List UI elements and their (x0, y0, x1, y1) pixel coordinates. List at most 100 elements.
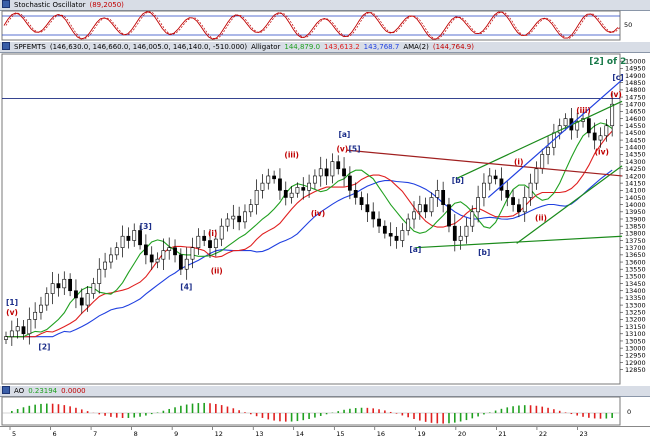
candle-body (74, 290, 78, 299)
candle-body (586, 118, 591, 134)
alligator-jaw-value: 144,879.0 (284, 43, 321, 51)
x-tick-label: 12 (215, 430, 223, 438)
candle-body (149, 254, 154, 263)
candle-body (406, 218, 411, 231)
y-tick-label: 14100 (625, 187, 646, 195)
x-tick-label: 7 (93, 430, 97, 438)
candle-body (534, 168, 539, 184)
wave-label: [2] (38, 343, 50, 352)
candle-body (546, 146, 550, 155)
wave-label: [4] (180, 282, 192, 291)
y-tick-label: 14700 (625, 101, 646, 109)
candle-body (330, 161, 335, 177)
price-pane: SPFEMTS (146,630.0, 146,660.0, 146,005.0,… (0, 42, 650, 386)
candle-body (109, 254, 113, 263)
y-tick-label: 14650 (625, 108, 646, 116)
wave-label: (v) (6, 308, 18, 317)
price-title-bar: SPFEMTS (146,630.0, 146,660.0, 146,005.0,… (0, 42, 650, 53)
candle-body (365, 204, 370, 213)
wave-label: (i) (514, 157, 523, 166)
indicator-icon (2, 0, 10, 8)
stochastic-title: Stochastic Oscillator (14, 1, 86, 9)
candle-body (266, 175, 271, 184)
wave-label: [a] (409, 245, 421, 254)
y-tick-label: 14800 (625, 86, 646, 94)
wave-label: (i) (208, 229, 217, 238)
candle-body (563, 118, 568, 127)
wave-label: [3] (140, 222, 152, 231)
stochastic-plot (1, 10, 621, 41)
candle-body (161, 250, 166, 260)
candle-body (313, 175, 317, 184)
ama-value: (144,764.9) (432, 43, 474, 51)
x-axis-labels: 5 6 7 8 9 12 13 14 15 16 19 20 21 22 23 (9, 427, 588, 438)
candle-body (610, 103, 615, 127)
x-tick-label: 9 (174, 430, 178, 438)
candle-body (377, 218, 381, 227)
candle-body (598, 135, 603, 141)
indicator-icon (2, 386, 10, 394)
y-tick-label: 12900 (625, 359, 646, 367)
x-tick-label: 23 (579, 430, 587, 438)
candle-body (114, 247, 119, 256)
candle-body (289, 192, 294, 198)
candle-body (441, 190, 446, 205)
wave-label: [a] (338, 130, 350, 139)
candle-body (604, 125, 609, 137)
y-tick-label: 14350 (625, 151, 646, 159)
x-tick-label: 14 (296, 430, 304, 438)
candle-body (470, 211, 475, 227)
candle-body (126, 235, 131, 241)
candle-body (155, 258, 160, 263)
candle-body (219, 225, 224, 240)
alligator-lips-line (6, 122, 613, 338)
candle-body (382, 225, 387, 234)
candle-body (4, 336, 8, 340)
candle-body (336, 161, 341, 170)
chart-icon (2, 42, 10, 50)
y-tick-label: 14950 (625, 65, 646, 73)
y-tick-label: 14550 (625, 122, 646, 130)
candle-body (359, 197, 364, 205)
candle-body (79, 297, 84, 306)
y-tick-label: 13350 (625, 294, 646, 302)
candle-body (196, 235, 201, 248)
y-tick-label: 13100 (625, 330, 646, 338)
candle-body (347, 175, 352, 191)
candle-body (447, 204, 451, 227)
wave-label: [1] (6, 298, 18, 307)
candle-body (272, 175, 277, 180)
candle-body (394, 235, 399, 241)
y-tick-label: 14600 (625, 115, 646, 123)
y-tick-label: 13700 (625, 244, 646, 252)
y-tick-label: 14500 (625, 129, 646, 137)
candle-body (243, 211, 247, 223)
y-tick-label: 14300 (625, 158, 646, 166)
y-tick-label: 13950 (625, 208, 646, 216)
candle-body (417, 204, 422, 213)
y-tick-label: 14000 (625, 201, 646, 209)
candle-body (178, 254, 183, 270)
candle-body (50, 283, 55, 294)
x-tick-label: 15 (336, 430, 344, 438)
candle-body (318, 168, 323, 177)
x-tick-label: 16 (377, 430, 385, 438)
candle-body (120, 235, 125, 248)
y-tick-label: 13750 (625, 237, 646, 245)
candle-body (487, 175, 492, 184)
stochastic-k-line (3, 11, 619, 40)
candle-body (342, 168, 346, 177)
y-tick-label: 14450 (625, 136, 646, 144)
channel-lower-line (516, 165, 623, 244)
candle-body (412, 211, 416, 220)
wave-label: (iv) (595, 147, 609, 156)
wave-count-label: [2] of 2 (589, 57, 626, 67)
candle-body (56, 283, 61, 289)
y-tick-label: 14200 (625, 172, 646, 180)
candle-body (21, 326, 26, 335)
candle-body (371, 211, 376, 220)
y-tick-label: 13250 (625, 309, 646, 317)
y-tick-label: 13450 (625, 280, 646, 288)
ohlc-values: (146,630.0, 146,660.0, 146,005.0, 146,14… (49, 43, 248, 51)
x-tick-label: 22 (539, 430, 547, 438)
